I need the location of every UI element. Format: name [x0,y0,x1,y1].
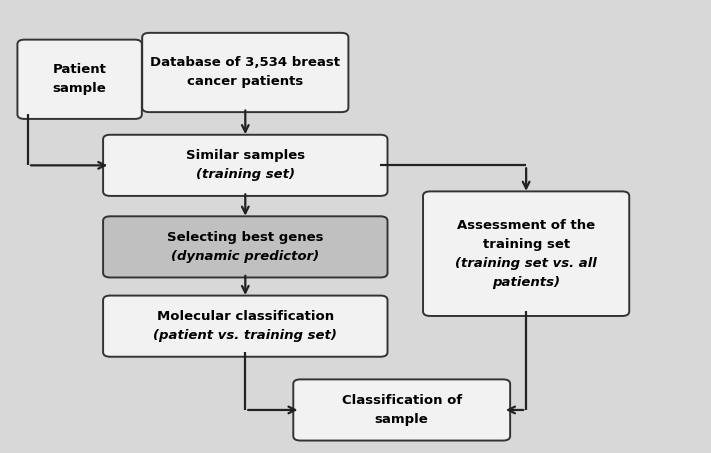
Text: sample: sample [375,413,429,426]
Text: training set: training set [483,238,570,251]
Text: Classification of: Classification of [341,394,462,407]
Text: Assessment of the: Assessment of the [457,219,595,231]
Text: (patient vs. training set): (patient vs. training set) [154,329,337,342]
FancyBboxPatch shape [103,135,387,196]
Text: Similar samples: Similar samples [186,149,305,162]
FancyBboxPatch shape [293,380,510,440]
FancyBboxPatch shape [17,40,141,119]
Text: (dynamic predictor): (dynamic predictor) [171,250,319,263]
Text: sample: sample [53,82,107,95]
Text: cancer patients: cancer patients [187,76,304,88]
FancyBboxPatch shape [423,191,629,316]
FancyBboxPatch shape [103,295,387,357]
FancyBboxPatch shape [103,217,387,277]
Text: Patient: Patient [53,63,107,76]
Text: Database of 3,534 breast: Database of 3,534 breast [150,57,341,69]
Text: patients): patients) [492,276,560,289]
Text: (training set vs. all: (training set vs. all [455,257,597,270]
Text: Selecting best genes: Selecting best genes [167,231,324,244]
FancyBboxPatch shape [142,33,348,112]
Text: Molecular classification: Molecular classification [156,310,334,323]
Text: (training set): (training set) [196,169,295,181]
